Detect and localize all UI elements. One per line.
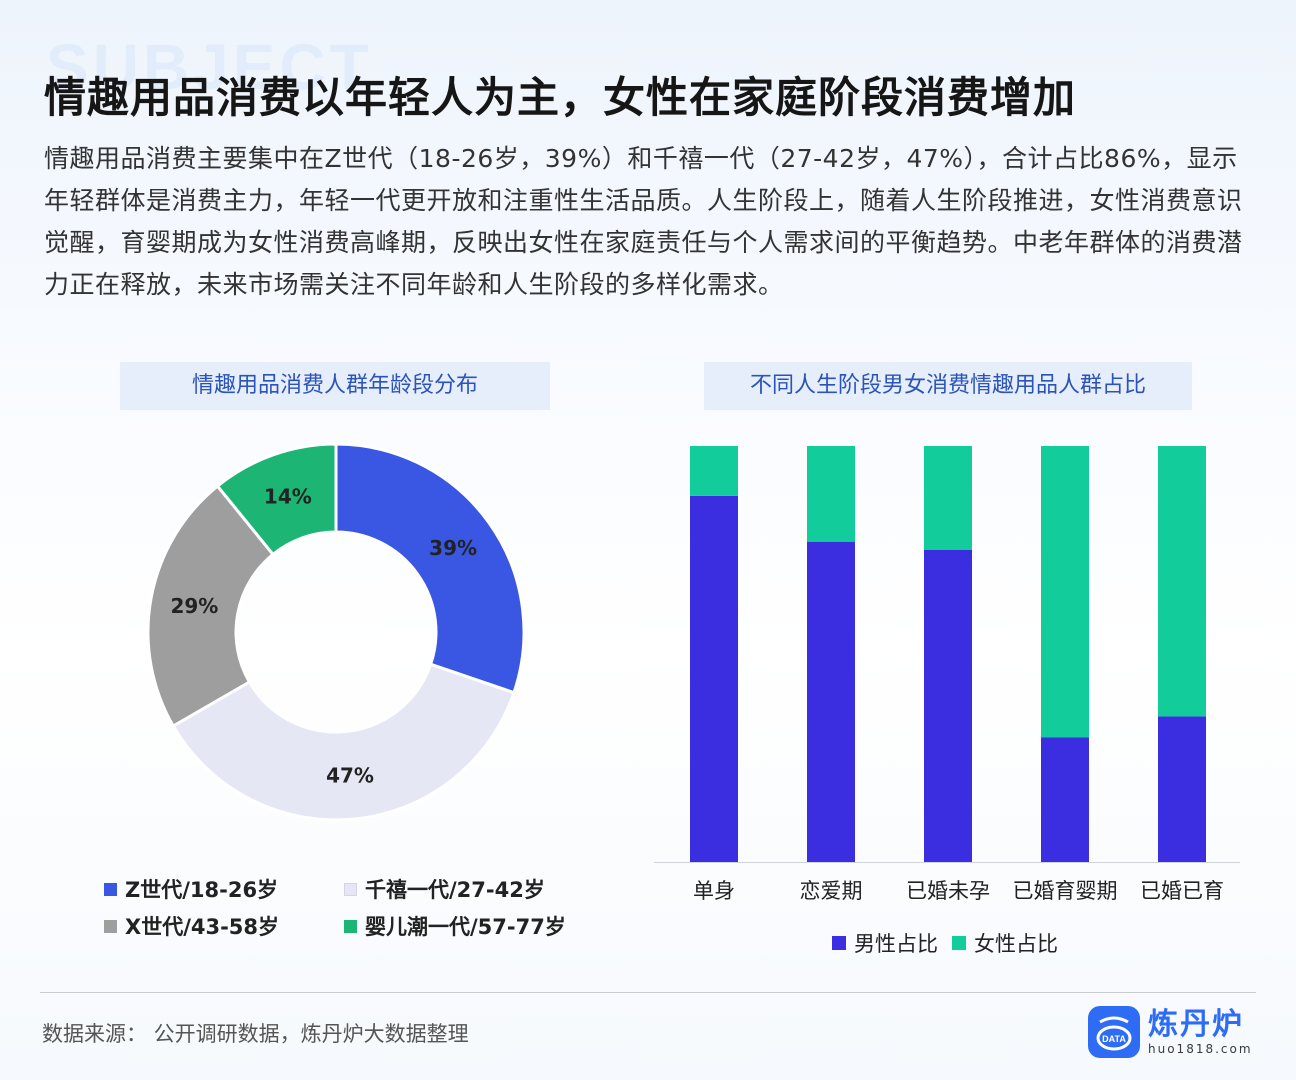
legend-swatch <box>104 919 117 933</box>
footer-divider <box>40 992 1256 993</box>
data-source: 数据来源： 公开调研数据，炼丹炉大数据整理 <box>42 1022 469 1046</box>
x-tick-label: 单身 <box>693 879 735 903</box>
donut-slice <box>146 483 276 729</box>
legend-label-male: 男性占比 <box>854 932 938 956</box>
bar-chart-title: 不同人生阶段男女消费情趣用品人群占比 <box>704 362 1192 410</box>
legend-label-female: 女性占比 <box>974 932 1058 956</box>
bar-legend: 男性占比 女性占比 <box>832 928 1058 958</box>
x-tick-label: 已婚未孕 <box>906 879 990 903</box>
legend-label: 千禧一代/27-42岁 <box>365 878 545 902</box>
legend-swatch <box>104 882 117 896</box>
brand-logo: DATA 炼丹炉 huo1818.com <box>1088 1006 1253 1058</box>
x-tick-label: 已婚育婴期 <box>1013 879 1118 903</box>
legend-swatch <box>344 882 357 896</box>
legend-label: X世代/43-58岁 <box>125 915 280 939</box>
bar-segment <box>690 446 738 496</box>
legend-swatch-male <box>832 936 846 950</box>
donut-slice-label: 39% <box>429 536 477 560</box>
bar-segment <box>807 541 855 862</box>
bar-segment <box>1158 716 1206 862</box>
bar-segment <box>690 495 738 862</box>
bar-segment <box>1041 737 1089 862</box>
legend-item-x-gen: X世代/43-58岁 <box>104 911 279 941</box>
logo-url: huo1818.com <box>1148 1042 1253 1056</box>
legend-item-boomer: 婴儿潮一代/57-77岁 <box>344 911 566 941</box>
donut-slice-label: 47% <box>326 763 374 787</box>
legend-item-millennial: 千禧一代/27-42岁 <box>344 874 545 904</box>
age-donut-chart: 39% 47% 29% 14% <box>146 442 526 822</box>
bar-segment <box>807 446 855 542</box>
donut-slice <box>171 662 516 822</box>
legend-label: 婴儿潮一代/57-77岁 <box>365 915 566 939</box>
donut-slice <box>334 442 526 695</box>
bar-segment <box>924 446 972 550</box>
donut-slice-label: 29% <box>170 594 218 618</box>
logo-name: 炼丹炉 <box>1148 1007 1244 1042</box>
bar-segment <box>1158 446 1206 717</box>
legend-swatch-female <box>952 936 966 950</box>
page-title: 情趣用品消费以年轻人为主，女性在家庭阶段消费增加 <box>44 73 1077 122</box>
logo-badge-text: DATA <box>1102 1034 1126 1044</box>
x-tick-label: 已婚已育 <box>1140 879 1224 903</box>
legend-label: Z世代/18-26岁 <box>125 878 279 902</box>
bar-segment <box>1041 446 1089 738</box>
page-description: 情趣用品消费主要集中在Z世代（18-26岁，39%）和千禧一代（27-42岁，4… <box>44 144 1243 299</box>
donut-slice-label: 14% <box>264 484 312 508</box>
donut-slice <box>215 442 338 557</box>
logo-icon: DATA <box>1088 1006 1140 1058</box>
x-tick-label: 恋爱期 <box>800 879 863 903</box>
background-watermark-word: SUBJECT <box>46 31 373 103</box>
bar-segment <box>924 550 972 862</box>
donut-chart-title: 情趣用品消费人群年龄段分布 <box>120 362 550 410</box>
legend-swatch <box>344 919 357 933</box>
legend-item-z-gen: Z世代/18-26岁 <box>104 874 278 904</box>
life-stage-bar-chart: 单身 恋爱期 已婚未孕 已婚育婴期 已婚已育 <box>654 446 1240 903</box>
